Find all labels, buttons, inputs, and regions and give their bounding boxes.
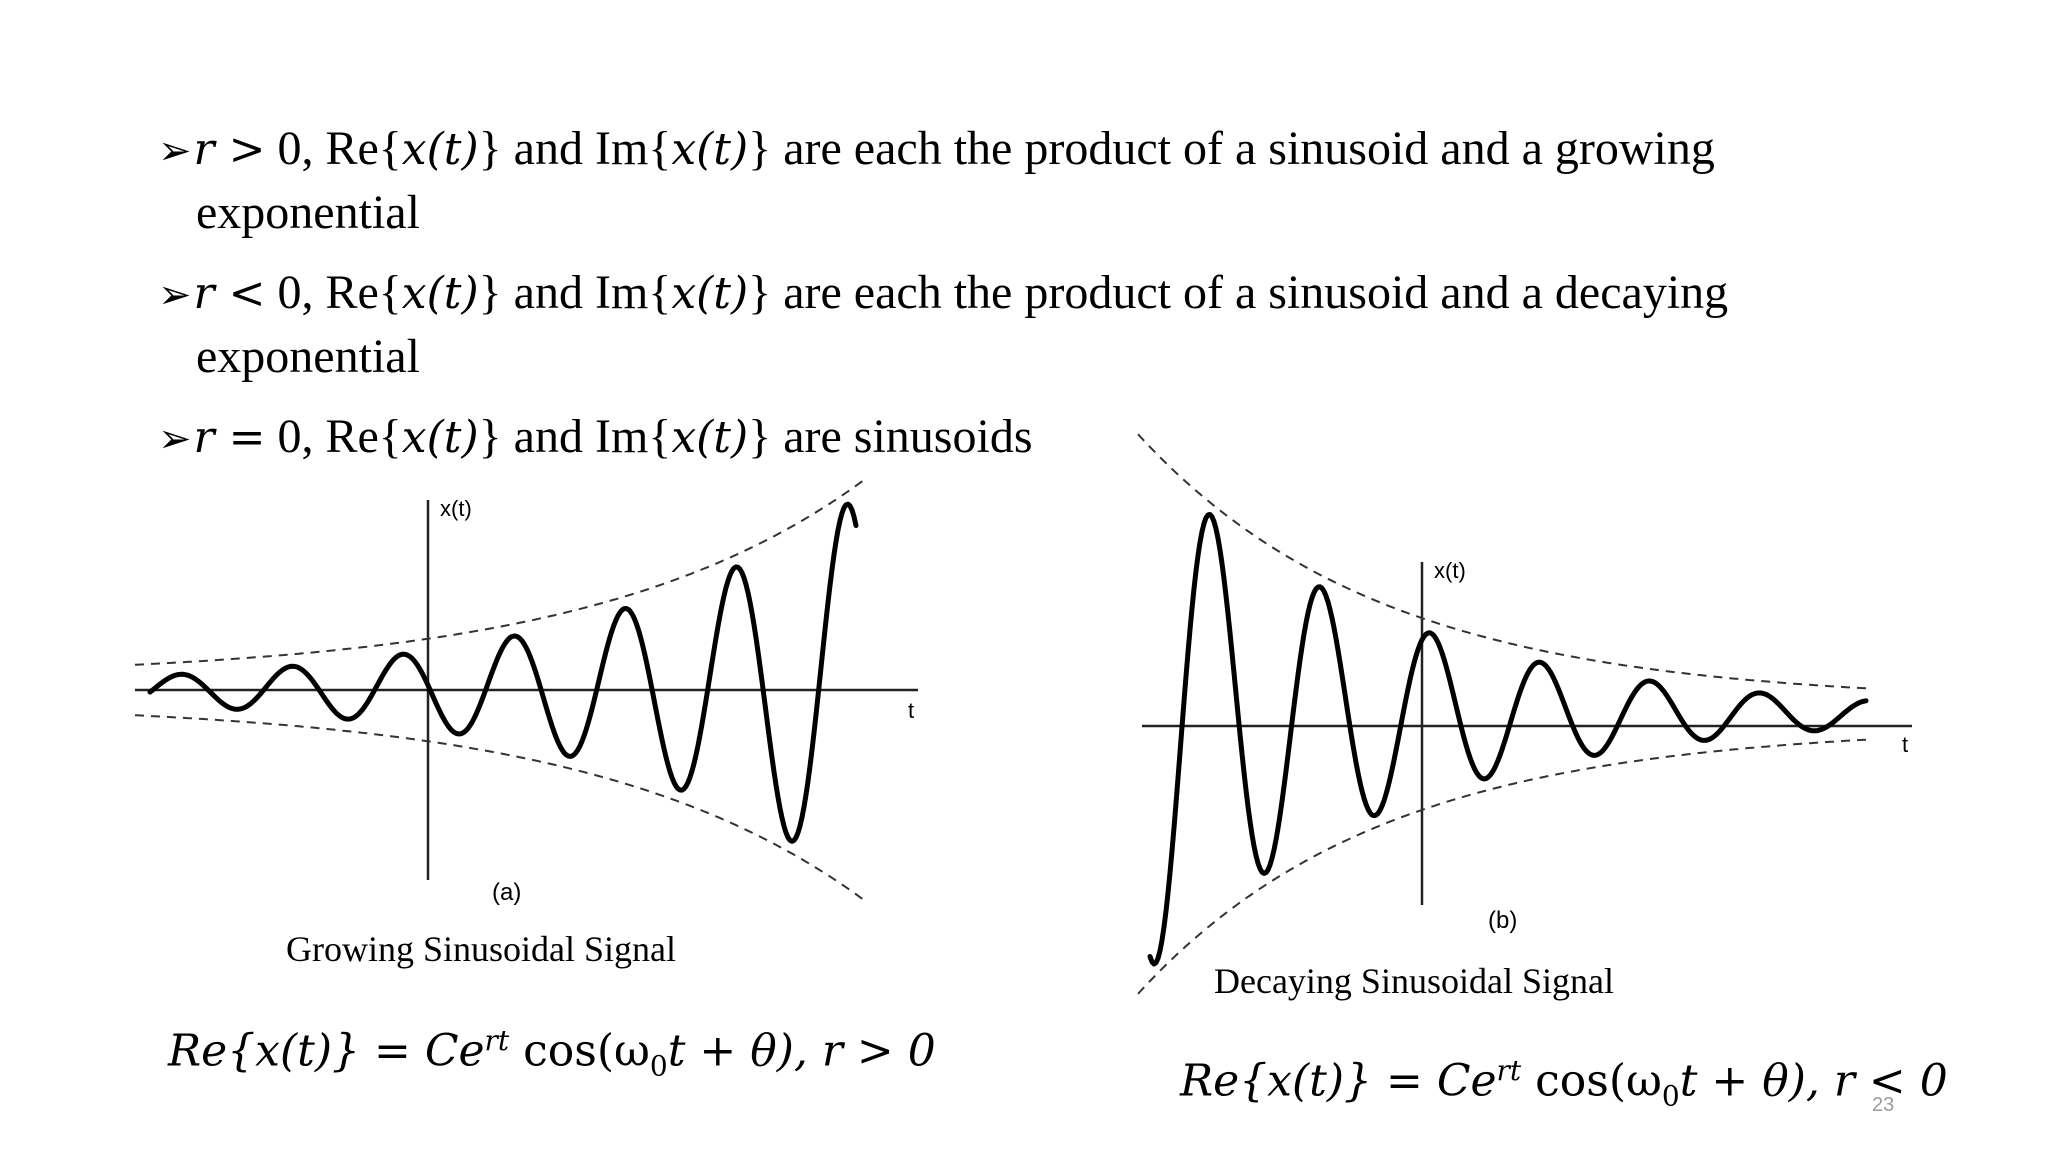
- bullet-rel: >: [228, 124, 266, 175]
- panel-label: (b): [1488, 907, 1517, 934]
- bullet-text-b: } and Im{: [478, 410, 672, 463]
- envelope-upper: [134, 476, 868, 666]
- formula-mid: cos(ω: [1521, 1055, 1662, 1107]
- caption-growing: Growing Sinusoidal Signal: [286, 929, 677, 969]
- bullet-expr: x(t): [671, 124, 749, 175]
- envelope-lower: [1137, 738, 1867, 995]
- bullet-expr: x(t): [401, 124, 479, 175]
- bullet-text-a: 0, Re{: [265, 122, 402, 175]
- formula-decaying: Re{x(t)} = Cert cos(ω0t + θ), r < 0: [1180, 1054, 1948, 1112]
- bullet-decaying: ➢r < 0, Re{x(t)} and Im{x(t)} are each t…: [158, 262, 1908, 388]
- formula-mid: cos(ω: [509, 1025, 650, 1077]
- bullet-continuation: exponential: [196, 186, 420, 239]
- page-number: 23: [1872, 1094, 1895, 1116]
- bullet-text-b: } and Im{: [478, 122, 672, 175]
- y-axis-label: x(t): [1434, 558, 1466, 583]
- formula-subscript: 0: [649, 1049, 668, 1083]
- formula-exponent: rt: [484, 1024, 510, 1057]
- bullet-rel: =: [228, 412, 266, 463]
- caption-decaying: Decaying Sinusoidal Signal: [1214, 961, 1614, 1001]
- bullet-continuation: exponential: [196, 330, 420, 383]
- panel-label: (a): [492, 879, 521, 906]
- bullet-expr: x(t): [671, 268, 749, 319]
- bullet-var: r: [193, 268, 215, 319]
- envelope-lower: [134, 714, 868, 904]
- bullet-text-c: } are each the product of a sinusoid and…: [748, 266, 1729, 319]
- bullet-rel: <: [228, 268, 266, 319]
- arrow-bullet-icon: ➢: [158, 272, 192, 318]
- bullet-text-c: } are each the product of a sinusoid and…: [748, 122, 1715, 175]
- bullet-growing: ➢r > 0, Re{x(t)} and Im{x(t)} are each t…: [158, 118, 1908, 244]
- y-axis-label: x(t): [440, 496, 472, 521]
- signal-curve: [147, 501, 859, 844]
- x-axis-label: t: [1902, 732, 1908, 757]
- bullet-text-b: } and Im{: [478, 266, 672, 319]
- bullet-var: r: [193, 124, 215, 175]
- bullet-sinusoid: ➢r = 0, Re{x(t)} and Im{x(t)} are sinuso…: [158, 406, 1908, 470]
- formula-subscript: 0: [1661, 1079, 1680, 1113]
- envelope-upper: [1137, 433, 1867, 690]
- formula-lhs: Re{x(t)} = Ce: [1180, 1055, 1497, 1107]
- formula-exponent: rt: [1496, 1054, 1522, 1087]
- formula-rhs: t + θ), r > 0: [667, 1025, 936, 1077]
- formula-growing: Re{x(t)} = Cert cos(ω0t + θ), r > 0: [168, 1024, 936, 1082]
- bullet-expr: x(t): [671, 412, 749, 463]
- signal-curve: [1147, 512, 1869, 967]
- bullet-expr: x(t): [401, 268, 479, 319]
- bullet-var: r: [193, 412, 215, 463]
- bullet-text-a: 0, Re{: [265, 410, 402, 463]
- arrow-bullet-icon: ➢: [158, 128, 192, 174]
- formula-rhs: t + θ), r < 0: [1679, 1055, 1948, 1107]
- x-axis-label: t: [908, 698, 914, 723]
- bullet-text-a: 0, Re{: [265, 266, 402, 319]
- bullet-text-c: } are sinusoids: [748, 410, 1033, 463]
- arrow-bullet-icon: ➢: [158, 416, 192, 462]
- bullet-expr: x(t): [401, 412, 479, 463]
- formula-lhs: Re{x(t)} = Ce: [168, 1025, 485, 1077]
